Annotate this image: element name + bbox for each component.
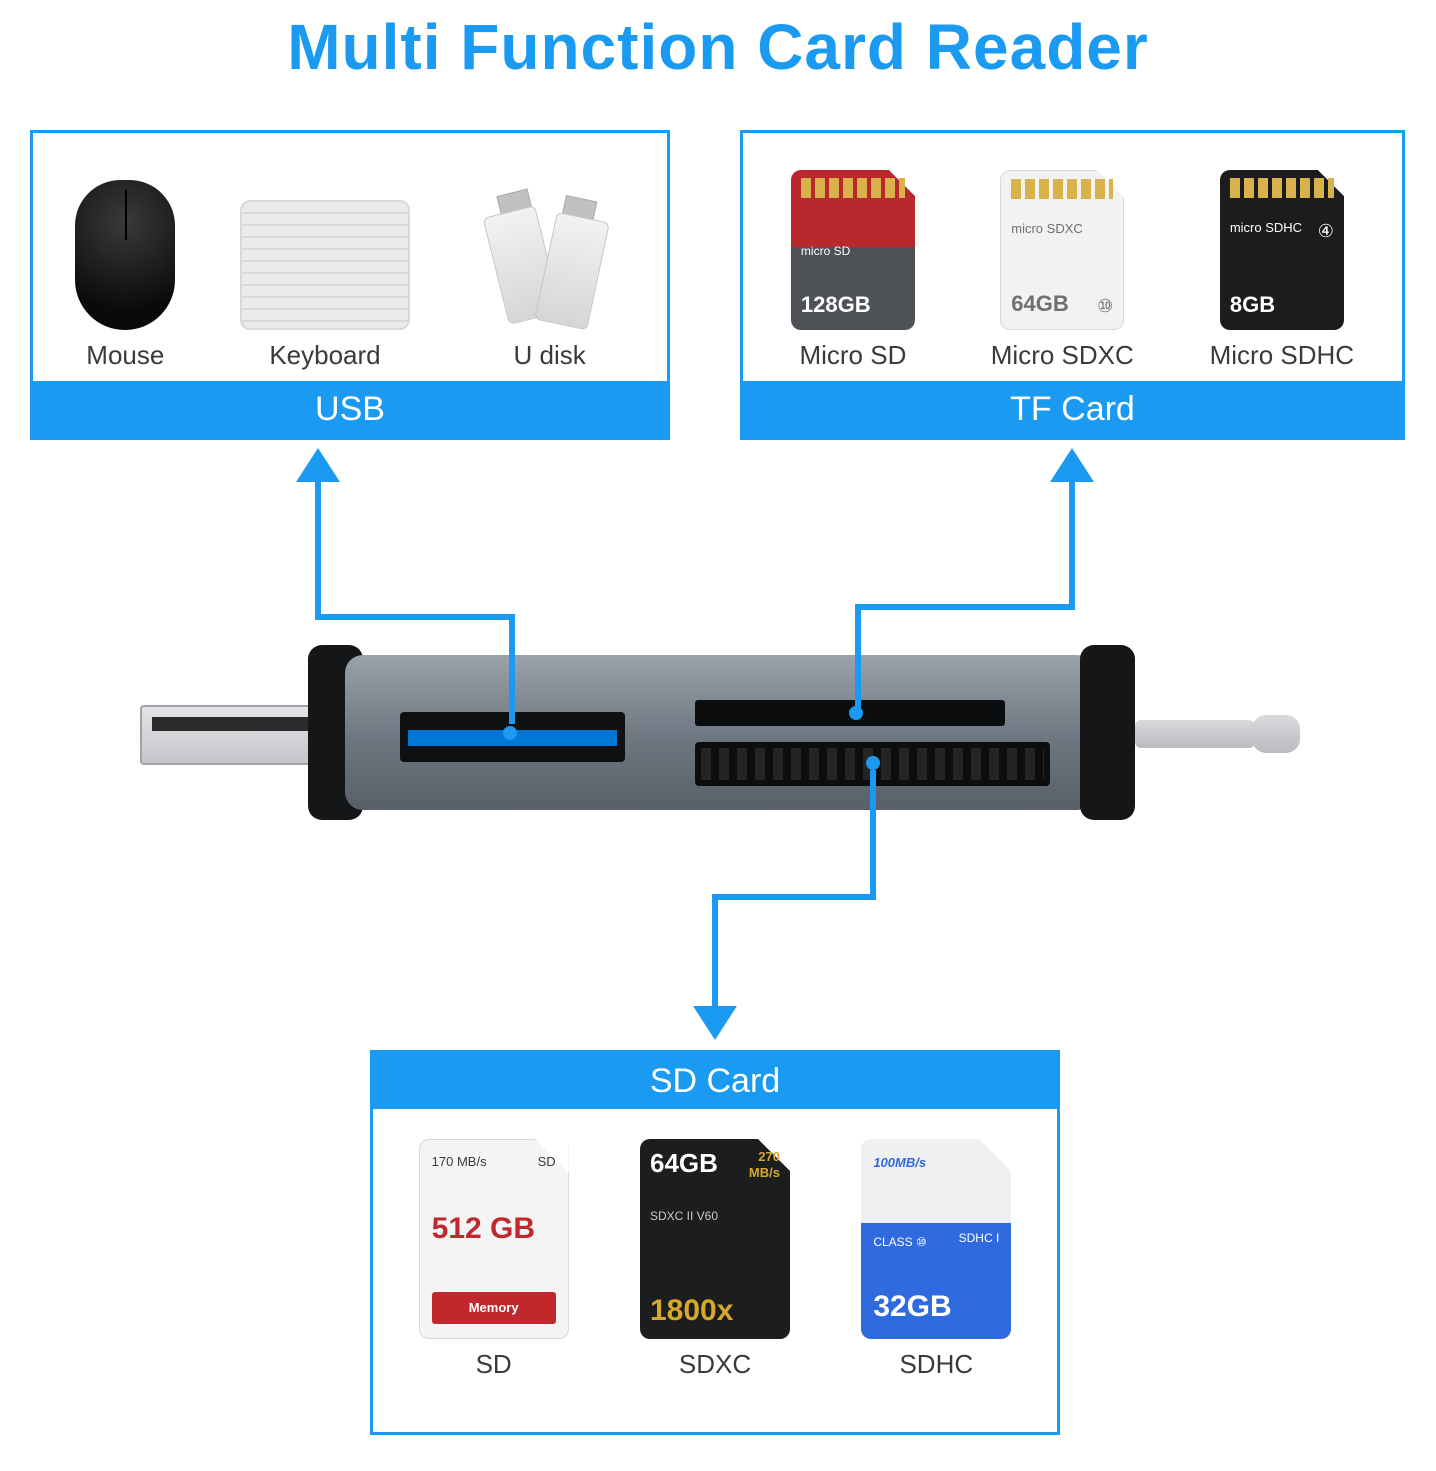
usb-item-label: U disk xyxy=(514,340,586,371)
sd-item-sdxc: 64GB 270 MB/s SDXC II V60 1800x SDXC xyxy=(640,1139,790,1380)
sd-item-label: SDHC xyxy=(899,1349,973,1380)
connector-dot xyxy=(503,726,517,740)
usb-item-mouse: Mouse xyxy=(75,180,175,371)
connector-line xyxy=(315,614,515,620)
tf-item-label: Micro SDXC xyxy=(991,340,1134,371)
device-usb-c-tip-icon xyxy=(1252,715,1300,753)
device-usb-a-plug-icon xyxy=(140,705,325,765)
microsdxc-card-icon: micro SDXC 64GB ⑩ xyxy=(1000,170,1124,330)
connector-line xyxy=(870,770,876,900)
sdxc-card-icon: 64GB 270 MB/s SDXC II V60 1800x xyxy=(640,1139,790,1339)
page-title: Multi Function Card Reader xyxy=(0,10,1436,84)
arrow-sd xyxy=(693,1006,737,1040)
sdhc-card-icon: 100MB/s CLASS ⑩ SDHC I 32GB xyxy=(861,1139,1011,1339)
connector-line xyxy=(855,604,1075,610)
connector-line xyxy=(712,894,876,900)
panel-sd: SD Card 170 MB/s SD 512 GB Memory SD 64G… xyxy=(370,1050,1060,1435)
connector-line xyxy=(1069,480,1075,610)
tf-item-microsdxc: micro SDXC 64GB ⑩ Micro SDXC xyxy=(991,170,1134,371)
usb-item-label: Keyboard xyxy=(269,340,380,371)
mouse-icon xyxy=(75,180,175,330)
tf-item-microsdhc: micro SDHC ④ 8GB Micro SDHC xyxy=(1210,170,1354,371)
panel-tf-header: TF Card xyxy=(743,381,1402,437)
device-usb-c-shaft-icon xyxy=(1135,720,1255,748)
connector-dot xyxy=(866,756,880,770)
sd-item-label: SDXC xyxy=(679,1349,751,1380)
panel-usb-header: USB xyxy=(33,381,667,437)
card-reader-device xyxy=(140,630,1300,830)
arrow-tf xyxy=(1050,448,1094,482)
connector-line xyxy=(315,480,321,620)
connector-line xyxy=(712,894,718,1009)
arrow-usb xyxy=(296,448,340,482)
panel-sd-body: 170 MB/s SD 512 GB Memory SD 64GB 270 MB… xyxy=(373,1109,1057,1432)
usb-item-label: Mouse xyxy=(86,340,164,371)
sd-item-sd: 170 MB/s SD 512 GB Memory SD xyxy=(419,1139,569,1380)
connector-line xyxy=(855,604,861,709)
device-cap-right xyxy=(1080,645,1135,820)
tf-item-label: Micro SDHC xyxy=(1210,340,1354,371)
panel-usb-body: Mouse Keyboard U disk xyxy=(33,133,667,381)
tf-item-label: Micro SD xyxy=(799,340,906,371)
panel-sd-header: SD Card xyxy=(373,1053,1057,1109)
microsd-card-icon: micro SD 128GB xyxy=(791,170,915,330)
microsdhc-card-icon: micro SDHC ④ 8GB xyxy=(1220,170,1344,330)
connector-line xyxy=(509,614,515,724)
usb-item-udisk: U disk xyxy=(475,210,625,371)
sd-item-label: SD xyxy=(476,1349,512,1380)
panel-usb: Mouse Keyboard U disk USB xyxy=(30,130,670,440)
connector-dot xyxy=(849,706,863,720)
usb-item-keyboard: Keyboard xyxy=(240,200,410,371)
panel-tf-body: micro SD 128GB Micro SD micro SDXC 64GB … xyxy=(743,133,1402,381)
udisk-icon xyxy=(475,210,625,330)
keyboard-icon xyxy=(240,200,410,330)
panel-tf: micro SD 128GB Micro SD micro SDXC 64GB … xyxy=(740,130,1405,440)
sd-card-icon: 170 MB/s SD 512 GB Memory xyxy=(419,1139,569,1339)
tf-item-microsd: micro SD 128GB Micro SD xyxy=(791,170,915,371)
sd-item-sdhc: 100MB/s CLASS ⑩ SDHC I 32GB SDHC xyxy=(861,1139,1011,1380)
